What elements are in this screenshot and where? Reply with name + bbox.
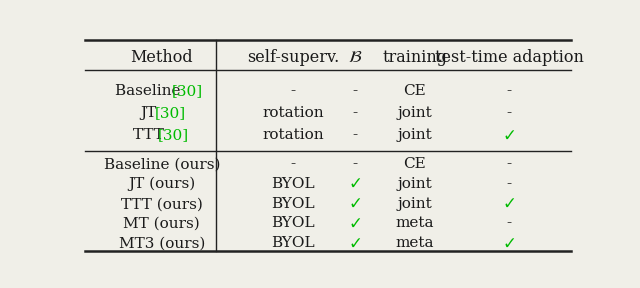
Text: Method: Method	[131, 49, 193, 66]
Text: CE: CE	[403, 157, 426, 171]
Text: -: -	[353, 84, 358, 98]
Text: BYOL: BYOL	[271, 197, 315, 211]
Text: JT (ours): JT (ours)	[128, 177, 195, 192]
Text: meta: meta	[396, 217, 434, 230]
Text: BYOL: BYOL	[271, 236, 315, 251]
Text: ✓: ✓	[348, 234, 362, 253]
Text: Baseline: Baseline	[115, 84, 186, 98]
Text: -: -	[506, 84, 511, 98]
Text: joint: joint	[397, 197, 432, 211]
Text: TTT [30]: TTT [30]	[129, 128, 195, 143]
Text: JT: JT	[140, 106, 161, 120]
Text: ✓: ✓	[348, 175, 362, 193]
Text: ✓: ✓	[502, 195, 516, 213]
Text: -: -	[506, 157, 511, 171]
Text: -: -	[506, 217, 511, 230]
Text: BYOL: BYOL	[271, 177, 315, 191]
Text: JT [30]: JT [30]	[136, 106, 188, 120]
Text: [30]: [30]	[155, 106, 186, 120]
Text: ✓: ✓	[348, 195, 362, 213]
Text: rotation: rotation	[262, 106, 324, 120]
Text: ✓: ✓	[348, 215, 362, 232]
Text: [30]: [30]	[157, 128, 189, 143]
Text: joint: joint	[397, 128, 432, 143]
Text: ✓: ✓	[502, 126, 516, 145]
Text: test-time adaption: test-time adaption	[435, 49, 584, 66]
Text: joint: joint	[397, 106, 432, 120]
Text: -: -	[291, 157, 296, 171]
Text: rotation: rotation	[262, 128, 324, 143]
Text: -: -	[291, 84, 296, 98]
Text: CE: CE	[403, 84, 426, 98]
Text: -: -	[353, 157, 358, 171]
Text: TTT: TTT	[132, 128, 168, 143]
Text: Baseline (ours): Baseline (ours)	[104, 157, 220, 171]
Text: BYOL: BYOL	[271, 217, 315, 230]
Text: MT (ours): MT (ours)	[124, 217, 200, 230]
Text: self-superv.: self-superv.	[247, 49, 339, 66]
Text: TTT (ours): TTT (ours)	[121, 197, 203, 211]
Text: meta: meta	[396, 236, 434, 251]
Text: -: -	[506, 106, 511, 120]
Text: training: training	[382, 49, 447, 66]
Text: -: -	[506, 177, 511, 191]
Text: joint: joint	[397, 177, 432, 191]
Text: Baseline [30]: Baseline [30]	[111, 84, 212, 98]
Text: $\mathcal{B}$: $\mathcal{B}$	[348, 49, 362, 66]
Text: MT3 (ours): MT3 (ours)	[118, 236, 205, 251]
Text: [30]: [30]	[172, 84, 203, 98]
Text: -: -	[353, 106, 358, 120]
Text: -: -	[353, 128, 358, 143]
Text: ✓: ✓	[502, 234, 516, 253]
